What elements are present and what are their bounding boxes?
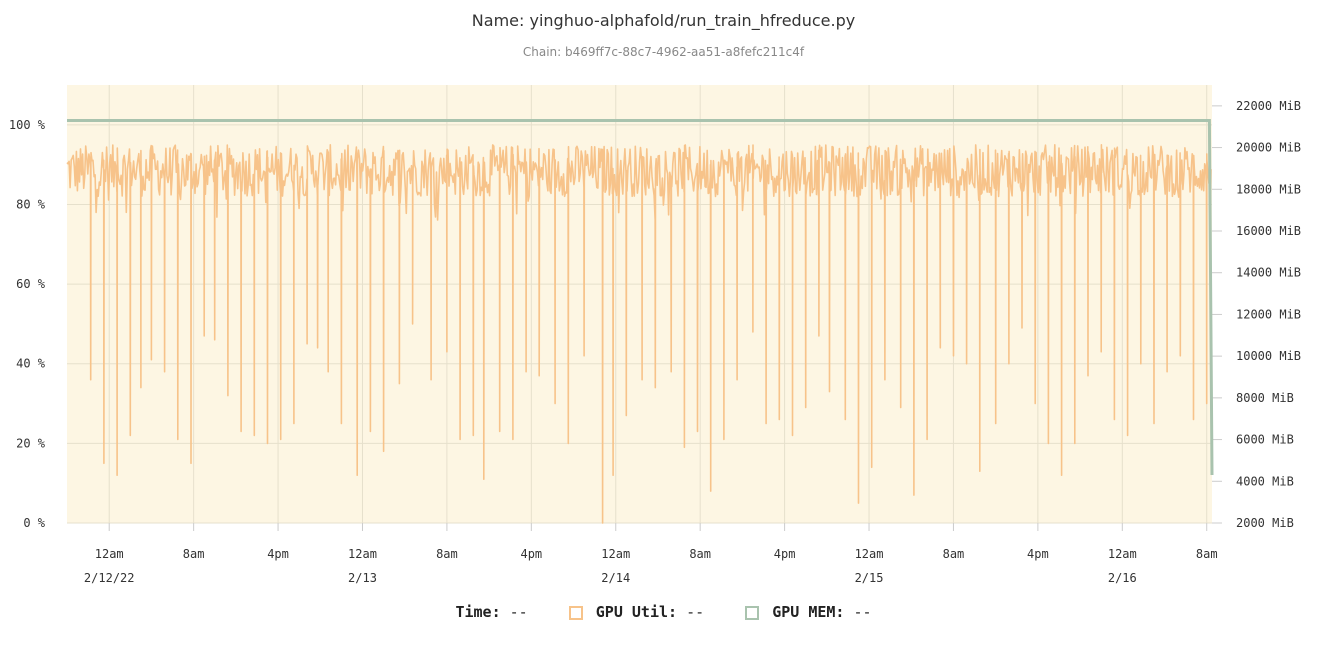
x-tick-label: 8am — [183, 547, 205, 561]
x-tick-label: 12am — [95, 547, 124, 561]
x-date-label: 2/13 — [348, 571, 377, 585]
x-tick-label: 12am — [348, 547, 377, 561]
y-right-tick-label: 16000 MiB — [1236, 224, 1301, 238]
legend-time: Time: -- — [455, 603, 527, 621]
x-date-label: 2/12/22 — [84, 571, 135, 585]
x-tick-label: 8am — [1196, 547, 1218, 561]
y-right-tick-label: 10000 MiB — [1236, 349, 1301, 363]
y-left-tick-label: 100 % — [9, 118, 46, 132]
x-tick-label: 12am — [601, 547, 630, 561]
x-tick-label: 12am — [1108, 547, 1137, 561]
legend-gpu-mem-label: GPU MEM: — [772, 602, 845, 621]
chart-canvas[interactable]: 0 % 20 % 40 % 60 % 80 % 100 % 2000 MiB 4000 MiB… — [0, 0, 1327, 600]
y-right-tick-label: 18000 MiB — [1236, 182, 1301, 196]
legend-gpu-mem-value: -- — [853, 602, 872, 621]
y-right-tick-label: 20000 MiB — [1236, 141, 1301, 155]
series-gpu-util-line — [66, 144, 1212, 524]
y-right-tick-label: 14000 MiB — [1236, 266, 1301, 280]
series-gpu-mem-line — [67, 119, 1214, 476]
legend-time-label: Time: — [455, 602, 501, 621]
legend-gpu-mem-swatch — [745, 605, 760, 620]
y-left-tick-label: 40 % — [16, 357, 46, 371]
x-tick-label: 4pm — [1027, 547, 1049, 561]
x-tick-label: 8am — [943, 547, 965, 561]
x-tick-label: 8am — [436, 547, 458, 561]
legend-gpu-util-label: GPU Util: — [595, 602, 678, 621]
chart-title: Name: yinghuo-alphafold/run_train_hfredu… — [471, 11, 856, 30]
x-tick-label: 8am — [689, 547, 711, 561]
y-right-tick-label: 6000 MiB — [1236, 433, 1294, 447]
y-right-tick-label: 8000 MiB — [1236, 391, 1294, 405]
y-left-tick-label: 80 % — [16, 197, 46, 211]
y-left-tick-label: 60 % — [16, 277, 46, 291]
y-right-tick-label: 4000 MiB — [1236, 474, 1294, 488]
x-date-label: 2/15 — [855, 571, 884, 585]
x-date-label: 2/16 — [1108, 571, 1137, 585]
legend-time-value: -- — [509, 602, 528, 621]
legend-gpu-mem[interactable]: GPU MEM: -- — [745, 602, 872, 621]
x-tick-label: 4pm — [774, 547, 796, 561]
y-left-tick-label: 20 % — [16, 436, 46, 450]
y-right-tick-label: 22000 MiB — [1236, 99, 1301, 113]
x-tick-label: 12am — [855, 547, 884, 561]
x-tick-label: 4pm — [520, 547, 542, 561]
legend-gpu-util-swatch — [568, 605, 583, 620]
legend-gpu-util-value: -- — [686, 602, 705, 621]
chart-legend: Time: -- GPU Util: -- GPU MEM: -- — [0, 602, 1327, 621]
x-tick-label: 4pm — [267, 547, 289, 561]
chart-subtitle: Chain: b469ff7c-88c7-4962-aa51-a8fefc211… — [522, 45, 805, 59]
y-right-tick-label: 2000 MiB — [1236, 516, 1294, 530]
legend-gpu-util[interactable]: GPU Util: -- — [568, 602, 705, 621]
y-right-tick-label: 12000 MiB — [1236, 307, 1301, 321]
y-left-tick-label: 0 % — [23, 516, 45, 530]
x-date-label: 2/14 — [601, 571, 630, 585]
